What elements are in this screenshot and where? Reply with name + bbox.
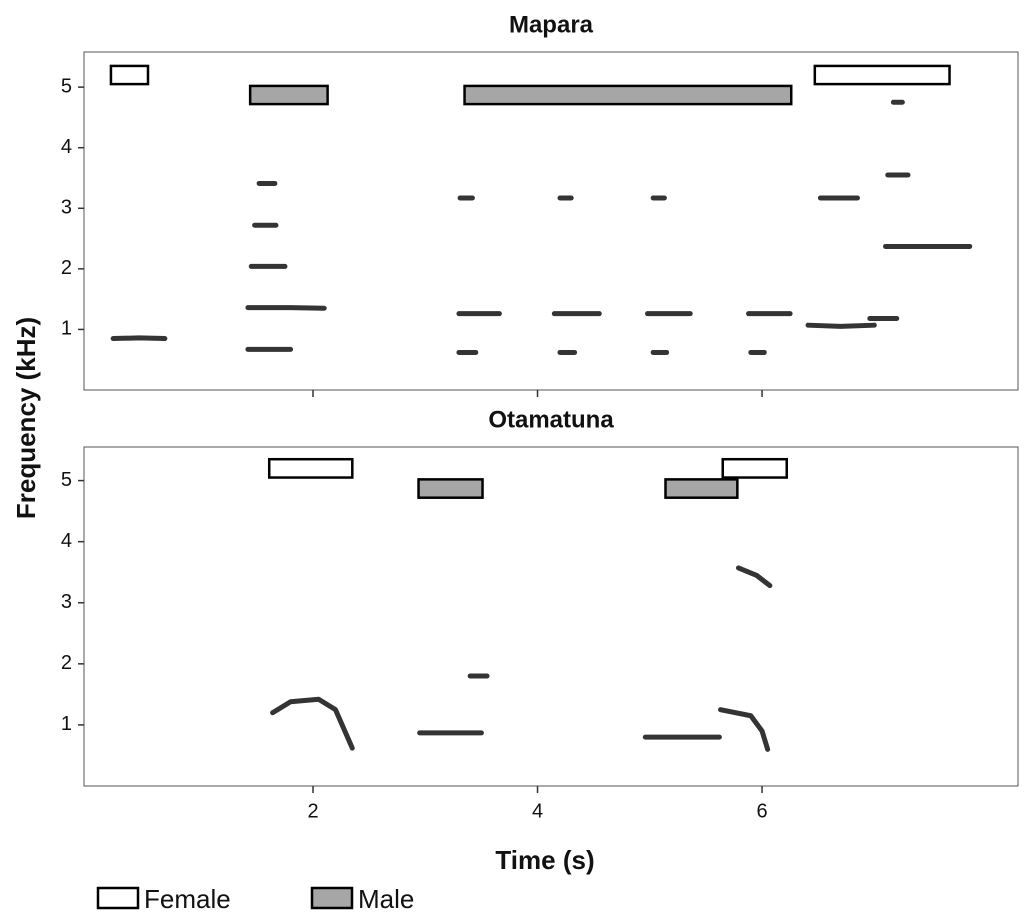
x-tick-label: 4 xyxy=(532,800,543,822)
call-bar xyxy=(267,457,354,479)
x-axis-label: Time (s) xyxy=(495,845,594,875)
spectral-trace xyxy=(110,335,168,342)
y-tick-label: 5 xyxy=(61,469,72,491)
spectral-trace xyxy=(245,305,327,311)
call-bar xyxy=(813,64,951,86)
call-bar xyxy=(463,84,793,106)
panel-frame xyxy=(83,446,1019,787)
x-tick-label: 2 xyxy=(307,800,318,822)
panel-frame xyxy=(83,51,1019,391)
spectral-trace xyxy=(270,696,355,751)
y-tick-label: 3 xyxy=(61,591,72,613)
spectral-trace xyxy=(735,565,773,589)
call-bar xyxy=(664,478,739,499)
y-tick-label: 1 xyxy=(61,713,72,735)
spectral-trace xyxy=(718,707,771,752)
y-tick-label: 5 xyxy=(61,75,72,97)
y-tick-label: 4 xyxy=(61,530,72,552)
call-bar xyxy=(248,84,329,106)
y-tick-label: 3 xyxy=(61,197,72,219)
y-axis-label: Frequency (kHz) xyxy=(11,317,41,519)
spectral-trace xyxy=(805,322,877,329)
legend-label: Male xyxy=(358,884,414,914)
panel-title: Otamatuna xyxy=(488,406,614,433)
call-bar xyxy=(109,64,150,86)
y-tick-label: 2 xyxy=(61,257,72,279)
call-bar xyxy=(417,478,484,499)
y-tick-label: 4 xyxy=(61,136,72,158)
legend-swatch xyxy=(96,886,140,910)
panel-title: Mapara xyxy=(509,11,594,38)
legend-swatch xyxy=(310,886,354,910)
call-bar xyxy=(721,457,788,479)
x-tick-label: 6 xyxy=(756,800,767,822)
legend-label: Female xyxy=(144,884,231,914)
y-tick-label: 1 xyxy=(61,318,72,340)
y-tick-label: 2 xyxy=(61,652,72,674)
